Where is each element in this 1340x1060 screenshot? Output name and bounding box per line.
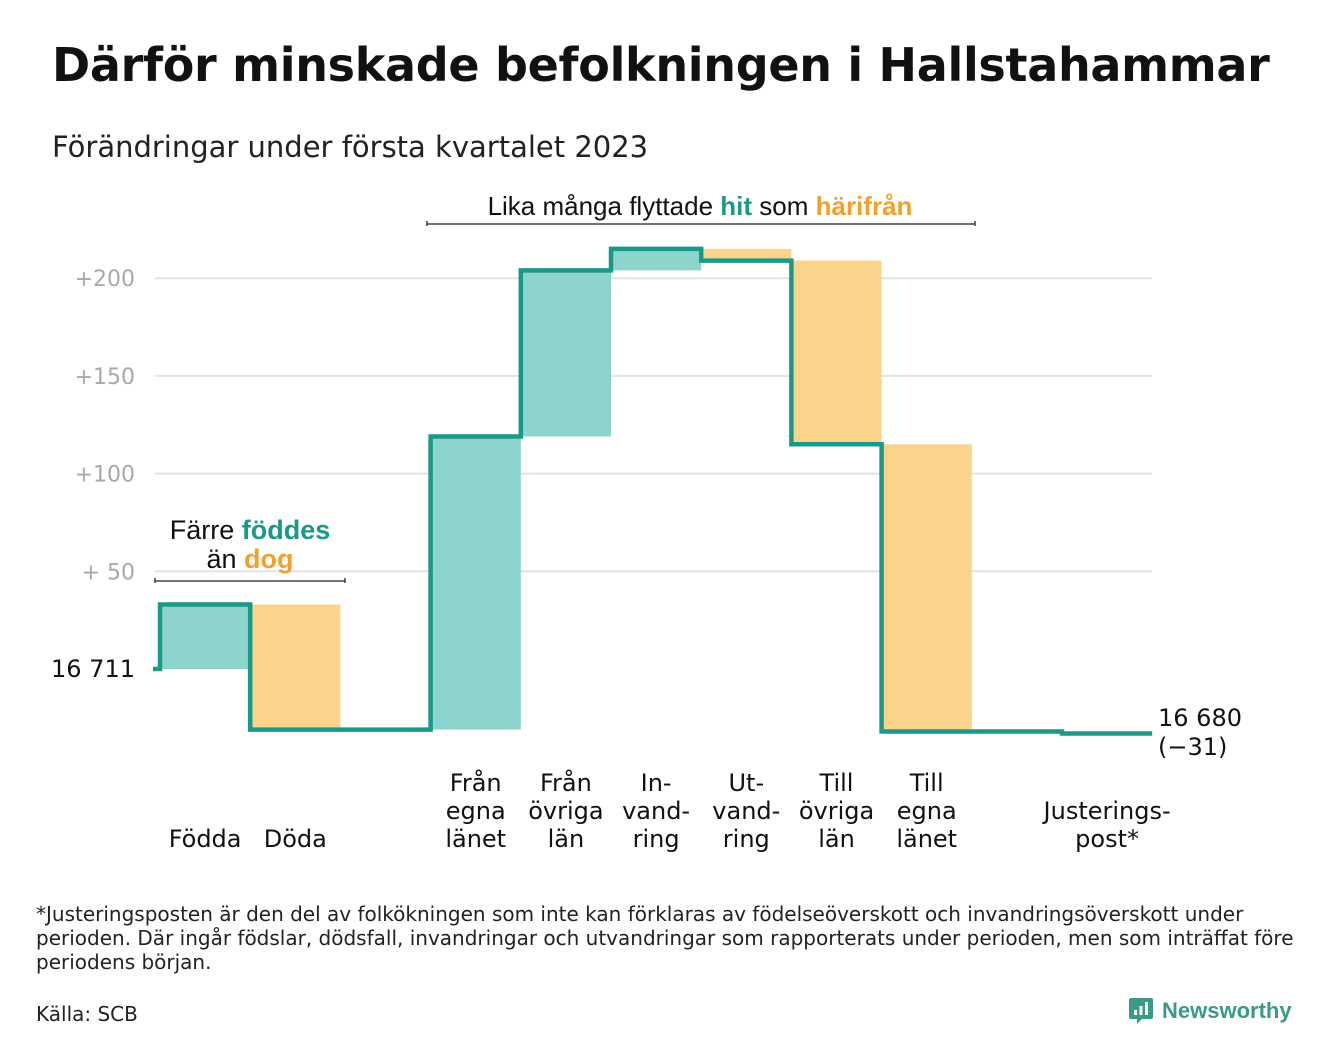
chart-title: Därför minskade befolkningen i Hallstaha…	[52, 38, 1270, 92]
deaths-annotation-highlight: dog	[244, 544, 293, 574]
y-tick-label: +100	[75, 463, 135, 488]
category-label: Födda	[169, 825, 242, 853]
births-bracket	[154, 578, 346, 583]
category-label: övriga	[799, 797, 874, 825]
brand-logo: Newsworthy	[1128, 996, 1292, 1026]
migration-annotation: Lika många flyttade hit som härifrån	[488, 191, 913, 221]
category-label: Till	[819, 769, 854, 797]
category-label: egna	[897, 797, 957, 825]
migration-bracket	[426, 221, 976, 226]
bar-outflow	[791, 260, 882, 445]
chart-subtitle: Förändringar under första kvartalet 2023	[52, 130, 649, 164]
y-tick-label: +150	[75, 365, 135, 390]
step-line	[153, 246, 1153, 736]
migration-annotation-pre: Lika många flyttade	[488, 191, 721, 221]
start-value-label: 16 711	[51, 655, 135, 683]
brand-name: Newsworthy	[1162, 998, 1292, 1023]
category-label: Döda	[264, 825, 327, 853]
births-annotation-pre2: än	[206, 544, 244, 574]
category-label: Från	[540, 768, 592, 797]
cumulative-step-line	[153, 246, 1153, 736]
bar-inflow	[430, 436, 521, 730]
births-annotation-line1: Färre föddes	[170, 515, 331, 545]
category-label: ring	[723, 825, 770, 853]
category-label: vand-	[712, 797, 780, 825]
bar-outflow	[881, 444, 972, 732]
end-change-label: (−31)	[1158, 733, 1227, 761]
category-label: övriga	[528, 797, 603, 825]
end-value-label: 16 680	[1158, 704, 1242, 732]
category-label: län	[548, 825, 585, 853]
category-label: Från	[450, 768, 502, 797]
category-label: ring	[633, 825, 680, 853]
migration-annotation-mid: som	[752, 191, 816, 221]
category-label: Ut-	[728, 769, 764, 797]
category-label: egna	[446, 797, 506, 825]
newsworthy-logo-icon	[1129, 998, 1153, 1024]
bar-outflow	[701, 248, 792, 261]
bar-inflow	[160, 604, 251, 669]
bar-outflow	[250, 604, 341, 730]
births-annotation-pre: Färre	[170, 515, 242, 545]
category-label: Till	[909, 769, 944, 797]
category-label: Justerings-	[1042, 797, 1171, 825]
grid-lines	[155, 277, 1152, 573]
category-label: In-	[641, 769, 672, 797]
footnote: *Justeringsposten är den del av folkökni…	[36, 902, 1294, 974]
category-label: länet	[896, 825, 957, 853]
category-label: vand-	[622, 797, 690, 825]
bars	[160, 248, 972, 732]
category-label: län	[818, 825, 855, 853]
y-tick-label: + 50	[82, 560, 135, 585]
bar-inflow	[611, 248, 702, 271]
category-label: länet	[445, 825, 506, 853]
migration-annotation-harifran: härifrån	[816, 191, 913, 221]
migration-annotation-hit: hit	[720, 191, 752, 221]
births-annotation-line2: än dog	[206, 544, 293, 574]
source: Källa: SCB	[36, 1002, 138, 1026]
births-annotation-highlight: föddes	[242, 515, 331, 545]
y-tick-label: +200	[75, 267, 135, 292]
category-label: post*	[1075, 825, 1139, 853]
bar-inflow	[520, 270, 611, 437]
